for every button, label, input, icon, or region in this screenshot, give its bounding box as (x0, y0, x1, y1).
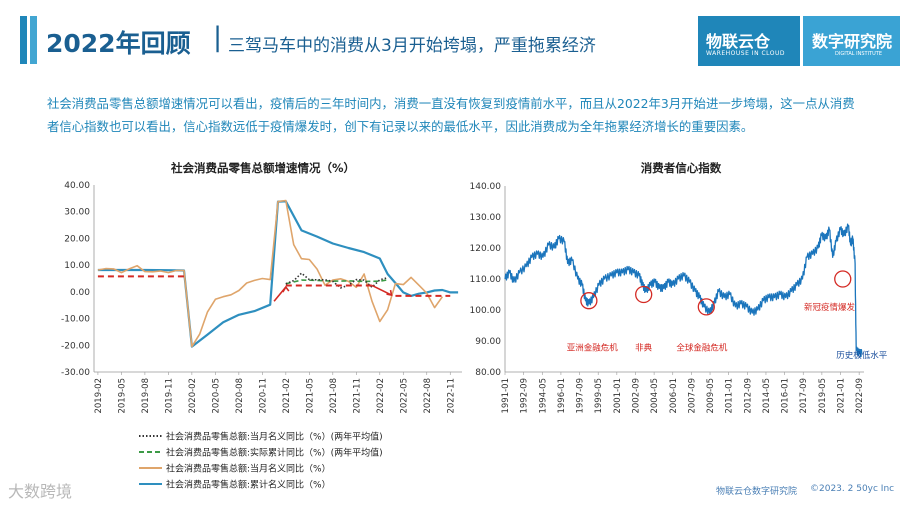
chart2-y-tick-label: 130.00 (470, 213, 502, 223)
chart2-x-tick-label: 2021-01 (837, 378, 847, 414)
chart2-y-tick-label: 140.00 (470, 182, 502, 192)
chart1-y-tick-label: 0.00 (70, 288, 90, 298)
annotation-label-asian-crisis: 亚洲金融危机 (567, 342, 619, 353)
chart2-x-tick-label: 2001-01 (613, 378, 623, 414)
chart1-series-line (97, 199, 444, 348)
intro-paragraph: 社会消费品零售总额增速情况可以看出，疫情后的三年时间内，消费一直没有恢复到疫情前… (47, 96, 855, 134)
chart2-x-tick-label: 1999-05 (594, 378, 604, 414)
annotation-circle-global-crisis (697, 298, 715, 316)
chart1-x-tick-label: 2021-05 (305, 378, 315, 414)
chart2-x-tick-label: 2022-09 (855, 378, 865, 414)
legend-label: 社会消费品零售总额:累计名义同比（%） (166, 479, 331, 491)
chart1-x-tick-label: 2022-08 (423, 378, 433, 414)
footer-copyright: ©2023. 2 50yc Inc (810, 484, 895, 494)
chart1-x-tick-label: 2019-11 (164, 378, 174, 414)
chart1-y-tick-label: 40.00 (64, 181, 90, 191)
watermark: 大数跨境 (8, 482, 73, 501)
chart2-x-tick-label: 1996-01 (557, 378, 567, 414)
chart1-x-tick-label: 2020-05 (211, 378, 221, 414)
chart2-x-tick-label: 2017-09 (799, 378, 809, 414)
chart1-y-tick-label: -10.00 (61, 315, 90, 325)
chart2-x-tick-label: 2009-05 (706, 378, 716, 414)
chart2-x-tick-label: 2019-05 (818, 378, 828, 414)
chart1-x-tick-label: 2019-02 (94, 378, 104, 414)
page-title: 2022年回顾 (46, 29, 191, 58)
annotation-label-global-crisis: 全球金融危机 (676, 342, 728, 353)
chart2-y-tick-label: 80.00 (475, 368, 501, 378)
chart1-x-tick-label: 2021-11 (352, 378, 362, 414)
brand-logo-subtext: WAREHOUSE IN CLOUD (706, 50, 786, 57)
chart1-x-tick-label: 2022-02 (376, 378, 386, 414)
chart1-y-tick-label: 10.00 (64, 261, 90, 271)
chart1-y-tick-label: -30.00 (61, 368, 90, 378)
chart1-x-tick-label: 2022-05 (399, 378, 409, 414)
chart1-y-tick-label: 30.00 (64, 208, 90, 218)
chart2-y-tick-label: 90.00 (475, 337, 501, 347)
chart2-x-tick-label: 1997-09 (576, 378, 586, 414)
legend-label: 社会消费品零售总额:实际累计同比（%）(两年平均值) (166, 447, 383, 459)
brand-logo-text: 物联云仓 (706, 32, 771, 51)
brand-logo-box (698, 16, 800, 66)
annotation-circle-sars (635, 285, 653, 304)
chart1-title: 社会消费品零售总额增速情况（%） (170, 161, 355, 175)
chart1-x-tick-label: 2020-08 (235, 378, 245, 414)
chart1-arrow-head (386, 289, 393, 297)
annotation-circle-covid (834, 270, 852, 288)
chart2-x-tick-label: 2004-05 (650, 378, 660, 414)
chart2-x-tick-label: 2002-09 (631, 378, 641, 414)
annotation-label-record-low: 历史极低水平 (836, 350, 888, 361)
annotation-circle-asian-crisis (580, 292, 598, 310)
chart1-x-tick-label: 2022-11 (446, 378, 456, 414)
institute-logo-box (803, 16, 900, 66)
header-accent-bar-2 (30, 16, 37, 64)
header-accent-bar (20, 16, 27, 64)
chart1-series-line (285, 279, 388, 285)
chart1-y-tick-label: 20.00 (64, 234, 90, 244)
chart1-x-tick-label: 2020-11 (258, 378, 268, 414)
legend-label: 社会消费品零售总额:当月名义同比（%） (166, 463, 331, 475)
annotation-label-covid: 新冠疫情爆发 (804, 302, 856, 313)
chart1-x-tick-label: 2019-05 (117, 378, 127, 414)
annotation-label-sars: 非典 (635, 342, 653, 353)
chart1-x-tick-label: 2019-08 (141, 378, 151, 414)
chart2-y-tick-label: 110.00 (470, 275, 502, 285)
footer-source: 物联云仓数字研究院 (716, 487, 798, 497)
chart2-title: 消费者信心指数 (641, 161, 722, 175)
chart1-trend-arrow (371, 284, 392, 296)
chart2-x-tick-label: 2011-01 (725, 378, 735, 414)
chart1-x-tick-label: 2021-08 (329, 378, 339, 414)
title-separator: | (213, 22, 223, 53)
chart1-y-tick-label: -20.00 (61, 341, 90, 351)
chart2-x-tick-label: 2006-01 (669, 378, 679, 414)
chart2-x-tick-label: 2016-01 (781, 378, 791, 414)
chart2-series-line (504, 223, 863, 358)
legend-label: 社会消费品零售总额:当月名义同比（%）(两年平均值) (166, 431, 383, 443)
chart2-x-tick-label: 1991-01 (501, 378, 511, 414)
chart2-x-tick-label: 2007-09 (687, 378, 697, 414)
chart2-x-tick-label: 1992-09 (520, 378, 530, 414)
chart2-x-tick-label: 1994-05 (538, 378, 548, 414)
page-subtitle: 三驾马车中的消费从3月开始垮塌，严重拖累经济 (228, 36, 596, 56)
chart2-y-tick-label: 120.00 (470, 244, 502, 254)
chart2-x-tick-label: 2014-05 (762, 378, 772, 414)
institute-logo-text: 数字研究院 (812, 32, 893, 51)
chart1-x-tick-label: 2020-02 (188, 378, 198, 414)
institute-logo-subtext: DIGITAL INSTITUTE (835, 51, 882, 57)
chart2-x-tick-label: 2012-09 (743, 378, 753, 414)
chart1-x-tick-label: 2021-02 (282, 378, 292, 414)
chart2-y-tick-label: 100.00 (470, 306, 502, 316)
chart1-arrow-head (282, 285, 290, 293)
